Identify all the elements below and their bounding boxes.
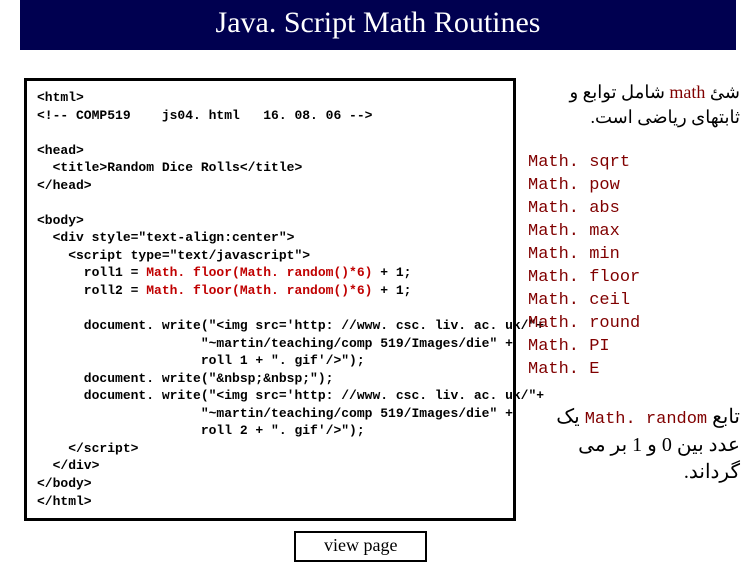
code-line: document. write("&nbsp;&nbsp;"); [37, 371, 333, 386]
rtl-text-1: شئ math شامل توابع و ثابتهای ریاضی است. [528, 80, 740, 130]
code-line: <title>Random Dice Rolls</title> [37, 160, 302, 175]
content-area: <html> <!-- COMP519 js04. html 16. 08. 0… [0, 50, 756, 521]
view-page-button[interactable]: view page [294, 531, 427, 562]
code-line: roll 2 + ". gif'/>"); [37, 423, 365, 438]
math-item: Math. PI [528, 336, 740, 359]
math-item: Math. pow [528, 175, 740, 198]
rtl-text: شئ [705, 82, 740, 102]
math-item: Math. E [528, 359, 740, 382]
rtl-text-2: تابع Math. random یک عدد بین 0 و 1 بر می… [528, 404, 740, 486]
random-keyword: Math. random [585, 410, 707, 429]
code-highlight: Math. floor(Math. random()*6) [146, 265, 372, 280]
code-line: <html> [37, 90, 84, 105]
math-item: Math. ceil [528, 290, 740, 313]
math-item: Math. sqrt [528, 152, 740, 175]
code-line: document. write("<img src='http: //www. … [37, 318, 544, 333]
code-line: document. write("<img src='http: //www. … [37, 388, 544, 403]
code-line: <body> [37, 213, 84, 228]
code-line: roll 1 + ". gif'/>"); [37, 353, 365, 368]
code-line: + 1; [372, 283, 411, 298]
code-line: <div style="text-align:center"> [37, 230, 294, 245]
code-line: <script type="text/javascript"> [37, 248, 310, 263]
code-line: </body> [37, 476, 92, 491]
math-item: Math. min [528, 244, 740, 267]
code-line: roll2 = [37, 283, 146, 298]
code-highlight: Math. floor(Math. random()*6) [146, 283, 372, 298]
code-line: "~martin/teaching/comp 519/Images/die" + [37, 406, 513, 421]
rtl-text: تابع [707, 406, 740, 428]
code-line: <head> [37, 143, 84, 158]
code-line: roll1 = [37, 265, 146, 280]
math-item: Math. floor [528, 267, 740, 290]
math-function-list: Math. sqrt Math. pow Math. abs Math. max… [528, 152, 740, 381]
code-line: </script> [37, 441, 138, 456]
code-line: <!-- COMP519 js04. html 16. 08. 06 --> [37, 108, 372, 123]
math-item: Math. max [528, 221, 740, 244]
code-line: </head> [37, 178, 92, 193]
code-line: + 1; [372, 265, 411, 280]
code-line: </html> [37, 494, 92, 509]
code-line: </div> [37, 458, 99, 473]
code-line: "~martin/teaching/comp 519/Images/die" + [37, 336, 513, 351]
slide-title: Java. Script Math Routines [20, 0, 736, 50]
code-box: <html> <!-- COMP519 js04. html 16. 08. 0… [24, 78, 516, 521]
right-column: شئ math شامل توابع و ثابتهای ریاضی است. … [528, 78, 740, 521]
math-item: Math. abs [528, 198, 740, 221]
slide: Java. Script Math Routines <html> <!-- C… [0, 0, 756, 576]
math-keyword: math [669, 82, 705, 102]
math-item: Math. round [528, 313, 740, 336]
